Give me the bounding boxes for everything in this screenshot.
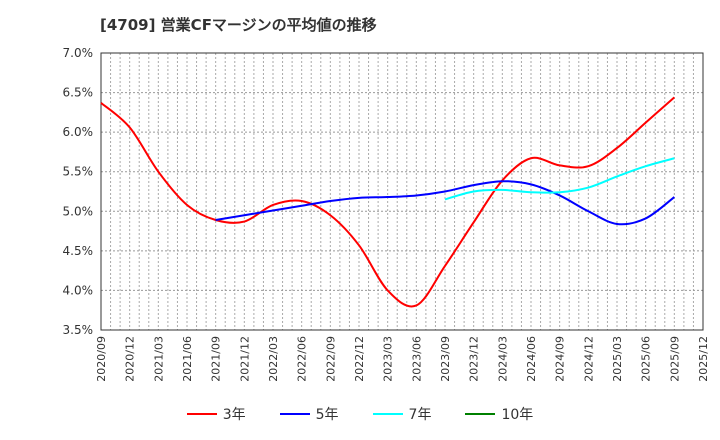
series-line-5年 (215, 180, 675, 226)
chart-title: [4709] 営業CFマージンの平均値の推移 (100, 16, 377, 34)
x-tick-label: 2025/09 (668, 336, 681, 382)
plot-frame (100, 52, 704, 331)
legend-swatch (465, 413, 496, 415)
x-tick-label: 2022/06 (296, 336, 309, 382)
x-tick-label: 2023/09 (439, 336, 452, 382)
y-tick-label: 5.0% (63, 204, 94, 218)
x-tick-label: 2023/12 (468, 336, 481, 382)
legend-swatch (186, 413, 217, 415)
legend-label: 5年 (315, 407, 339, 423)
y-tick-label: 4.0% (63, 283, 94, 297)
y-tick-label: 6.5% (63, 86, 94, 100)
legend-label: 7年 (408, 407, 432, 423)
x-tick-label: 2025/12 (697, 336, 710, 382)
y-tick-label: 5.5% (63, 165, 94, 179)
x-tick-label: 2022/09 (324, 336, 337, 382)
series-line-3年 (100, 96, 675, 308)
x-tick-label: 2021/09 (210, 336, 223, 382)
x-tick-label: 2022/03 (267, 336, 280, 382)
x-tick-label: 2021/06 (181, 336, 194, 382)
series-line-7年 (444, 157, 675, 201)
y-tick-label: 6.0% (63, 125, 94, 139)
x-tick-label: 2024/09 (554, 336, 567, 382)
x-tick-label: 2020/09 (95, 336, 108, 382)
y-tick-label: 4.5% (63, 244, 94, 258)
legend-swatch (279, 413, 310, 415)
legend-label: 10年 (501, 407, 534, 423)
x-tick-label: 2025/06 (640, 336, 653, 382)
x-tick-label: 2021/03 (152, 336, 165, 382)
x-tick-label: 2021/12 (238, 336, 251, 382)
x-tick-label: 2024/12 (582, 336, 595, 382)
legend-swatch (372, 413, 403, 415)
legend-item: 10年 (465, 404, 533, 424)
legend-item: 5年 (279, 404, 339, 424)
y-tick-label: 7.0% (63, 46, 94, 60)
x-tick-label: 2022/12 (353, 336, 366, 382)
legend-item: 7年 (372, 404, 432, 424)
x-tick-label: 2023/06 (410, 336, 423, 382)
legend-item: 3年 (186, 404, 246, 424)
legend: 3年 5年 7年 10年 (0, 404, 720, 424)
x-tick-label: 2023/03 (382, 336, 395, 382)
x-tick-label: 2020/12 (124, 336, 137, 382)
y-tick-label: 3.5% (63, 323, 94, 337)
legend-label: 3年 (222, 407, 246, 423)
x-tick-label: 2024/06 (525, 336, 538, 382)
x-tick-label: 2025/03 (611, 336, 624, 382)
x-tick-label: 2024/03 (496, 336, 509, 382)
